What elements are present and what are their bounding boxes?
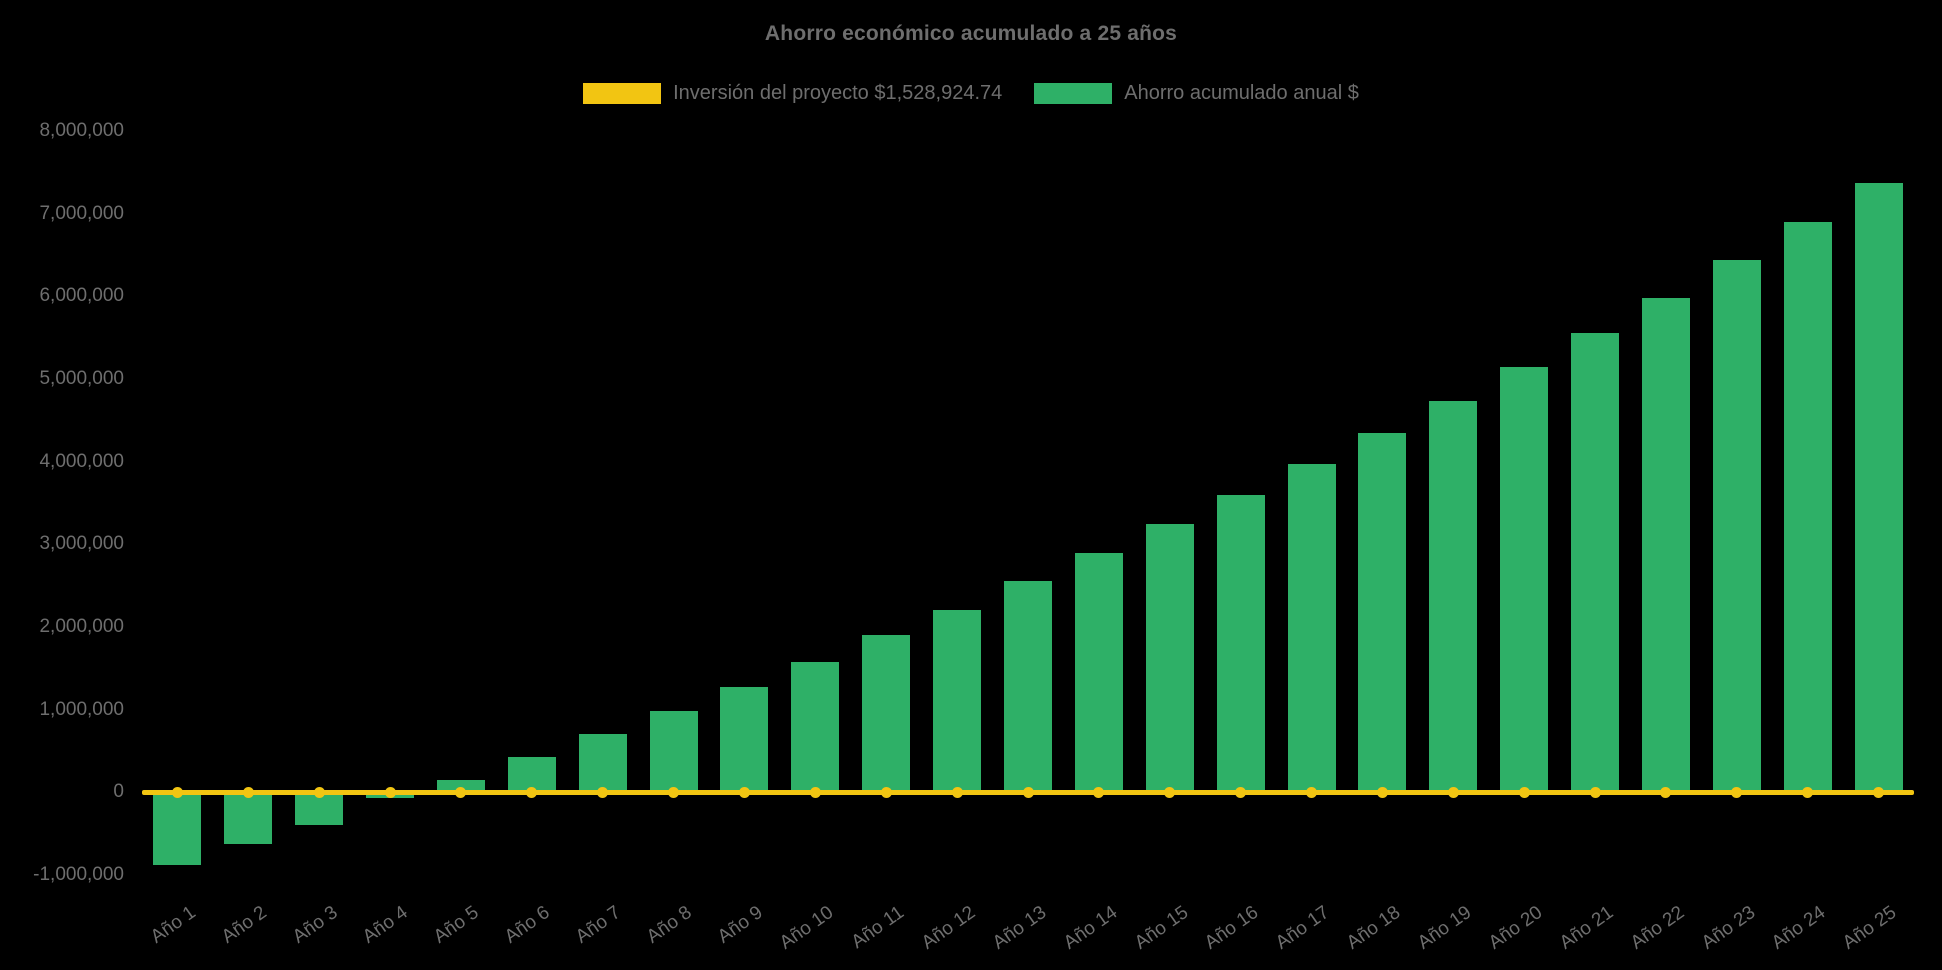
line-point-16[interactable] [1235,786,1247,798]
bar-ano-19[interactable] [1429,401,1478,793]
legend-item-inversion[interactable]: Inversión del proyecto $1,528,924.74 [583,82,1002,105]
line-point-11[interactable] [880,786,892,798]
x-tick-label-7: Año 7 [572,902,625,948]
x-tick-label-21: Año 21 [1555,902,1618,954]
bar-ano-5[interactable] [436,779,485,793]
line-point-3[interactable] [313,786,325,798]
y-tick-label-7: 1,000,000 [39,698,124,720]
bar-ano-6[interactable] [507,756,556,793]
line-point-8[interactable] [668,786,680,798]
line-point-19[interactable] [1447,786,1459,798]
y-tick-label-5: 3,000,000 [39,533,124,555]
x-tick-label-23: Año 23 [1697,902,1759,954]
x-tick-label-4: Año 4 [359,902,413,948]
line-point-23[interactable] [1731,786,1743,798]
bar-ano-7[interactable] [578,734,627,793]
line-point-24[interactable] [1802,786,1814,798]
x-tick-label-22: Año 22 [1626,902,1688,954]
y-tick-label-0: 8,000,000 [39,120,124,141]
line-point-9[interactable] [738,786,750,798]
bar-ano-13[interactable] [1004,580,1052,793]
legend-swatch-ahorro-icon [1034,83,1113,104]
line-point-2[interactable] [242,786,254,798]
x-tick-label-13: Año 13 [988,902,1051,954]
x-tick-label-6: Año 6 [501,902,554,948]
line-point-14[interactable] [1093,786,1105,798]
line-point-18[interactable] [1376,786,1388,798]
x-tick-label-15: Año 15 [1130,902,1192,954]
bar-ano-15[interactable] [1145,523,1194,793]
legend-swatch-inversion-icon [583,83,662,104]
line-point-4[interactable] [384,786,396,798]
bar-ano-14[interactable] [1074,552,1123,793]
x-tick-label-17: Año 17 [1272,902,1334,954]
line-point-21[interactable] [1589,786,1601,798]
bar-ano-18[interactable] [1358,432,1407,793]
y-tick-label-2: 6,000,000 [39,285,124,307]
y-tick-label-6: 2,000,000 [39,616,124,637]
y-tick-label-4: 4,000,000 [39,450,124,472]
line-point-6[interactable] [526,786,538,798]
bar-ano-21[interactable] [1571,332,1620,793]
x-tick-label-10: Año 10 [776,902,838,954]
x-tick-label-5: Año 5 [430,902,483,948]
bar-ano-16[interactable] [1216,494,1265,793]
bar-ano-23[interactable] [1712,259,1761,793]
legend-label-ahorro: Ahorro acumulado anual $ [1124,82,1359,104]
y-tick-label-3: 5,000,000 [39,368,124,389]
line-point-22[interactable] [1660,786,1672,798]
bar-ano-8[interactable] [649,711,698,793]
x-tick-label-12: Año 12 [917,902,980,954]
legend-item-ahorro[interactable]: Ahorro acumulado anual $ [1034,82,1359,105]
bar-ano-11[interactable] [862,635,911,793]
line-point-7[interactable] [597,786,609,798]
legend: Inversión del proyecto $1,528,924.74 Aho… [0,82,1942,105]
line-point-1[interactable] [171,786,183,798]
x-tick-label-2: Año 2 [217,902,271,948]
bar-ano-25[interactable] [1854,183,1903,793]
line-point-5[interactable] [455,786,467,798]
bar-ano-12[interactable] [933,609,982,793]
line-point-15[interactable] [1164,786,1176,798]
legend-label-inversion: Inversión del proyecto $1,528,924.74 [673,82,1003,104]
x-tick-label-1: Año 1 [146,902,200,948]
bar-ano-10[interactable] [791,661,840,793]
x-tick-label-14: Año 14 [1059,902,1121,954]
bar-ano-17[interactable] [1287,464,1336,793]
x-tick-label-20: Año 20 [1484,902,1547,954]
x-tick-label-18: Año 18 [1343,902,1405,954]
y-tick-label-1: 7,000,000 [39,202,124,224]
y-tick-label-8: 0 [113,781,124,803]
bar-ano-1[interactable] [153,792,202,866]
line-point-12[interactable] [951,786,963,798]
x-tick-label-3: Año 3 [288,902,342,948]
line-point-25[interactable] [1873,786,1885,798]
bar-ano-20[interactable] [1500,366,1549,793]
line-point-13[interactable] [1022,786,1034,798]
x-tick-label-11: Año 11 [848,902,909,953]
x-tick-label-24: Año 24 [1768,902,1830,954]
bar-ano-22[interactable] [1641,297,1690,793]
y-tick-label-9: -1,000,000 [33,864,124,885]
x-tick-label-8: Año 8 [642,902,696,948]
x-tick-label-16: Año 16 [1201,902,1263,954]
chart-title: Ahorro económico acumulado a 25 años [764,22,1178,45]
line-point-17[interactable] [1306,786,1318,798]
line-point-20[interactable] [1518,786,1530,798]
bar-ano-2[interactable] [224,792,273,844]
x-tick-label-25: Año 25 [1839,902,1901,954]
bar-ano-24[interactable] [1783,221,1832,793]
line-point-10[interactable] [809,786,821,798]
bar-ano-9[interactable] [720,686,769,793]
x-tick-label-19: Año 19 [1413,902,1476,954]
x-tick-label-9: Año 9 [713,902,767,948]
